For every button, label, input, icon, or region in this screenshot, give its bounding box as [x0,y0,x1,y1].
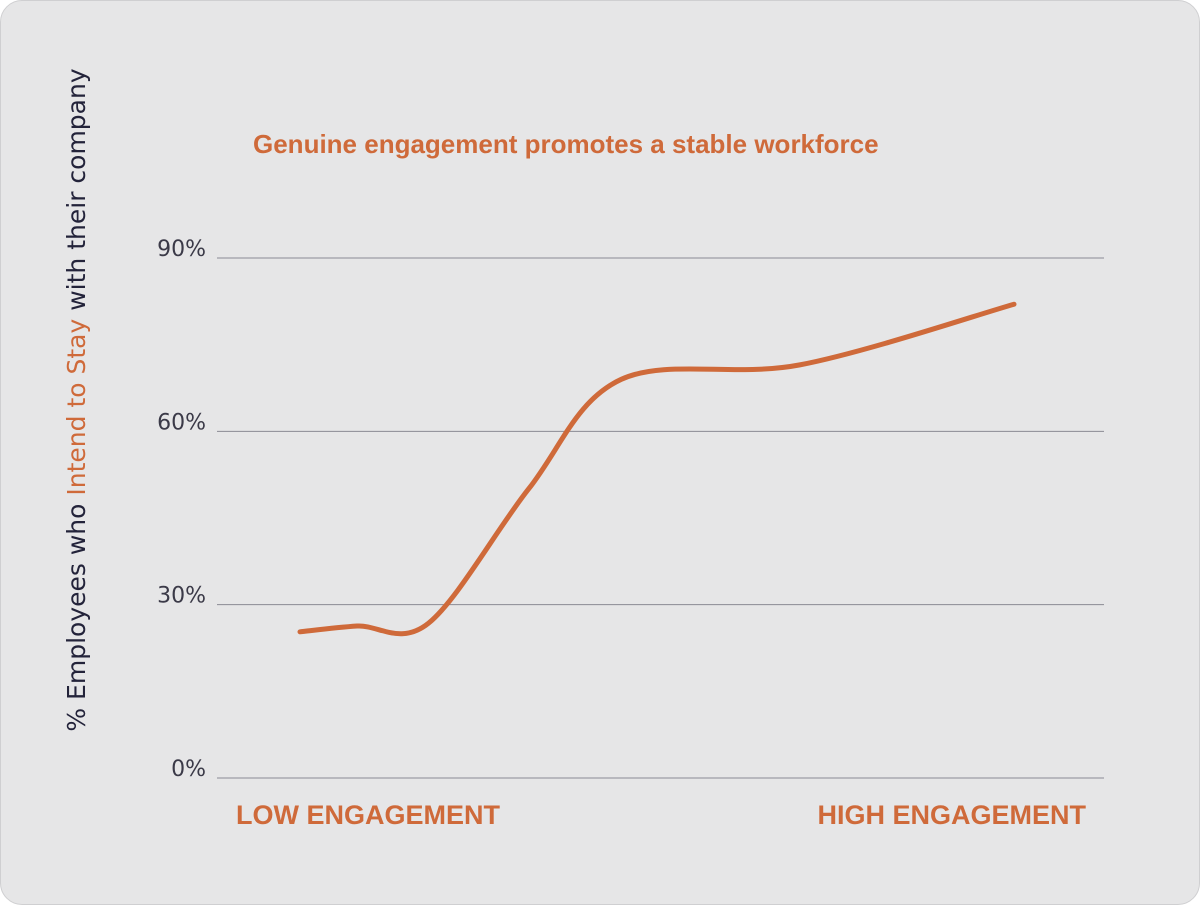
y-axis-label-part-1: % Employees who [62,496,91,732]
y-axis-label-part-2: with their company [62,68,91,319]
series-line [297,301,1017,637]
x-category-low: LOW ENGAGEMENT [236,800,500,830]
x-category-high: HIGH ENGAGEMENT [817,800,1086,830]
y-tick-label: 30% [157,584,206,609]
y-axis-label: % Employees who Intend to Stay with thei… [62,68,91,731]
y-tick-label: 0% [171,757,206,782]
y-tick-labels: 0% 30% 60% 90% [157,237,206,782]
gridlines [217,257,1104,779]
y-tick-label: 60% [157,410,206,435]
y-axis-label-highlight: Intend to Stay [62,319,91,496]
chart-title: Genuine engagement promotes a stable wor… [253,129,879,159]
y-tick-label: 90% [157,237,206,262]
